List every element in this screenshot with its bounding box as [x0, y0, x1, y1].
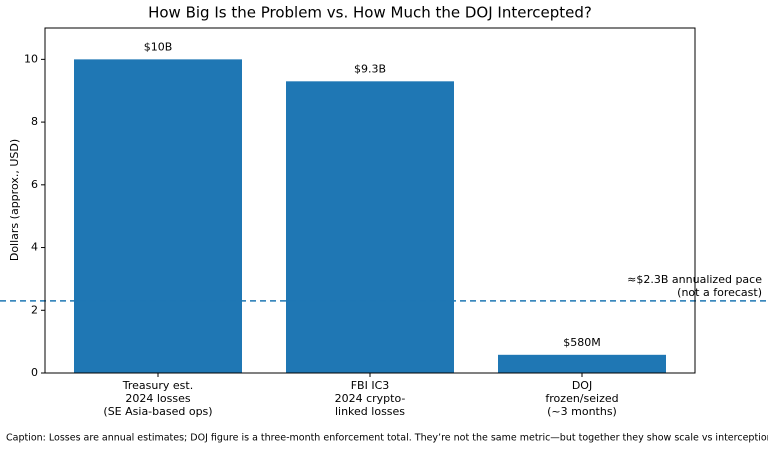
reference-label: ≈$2.3B annualized pace (not a forecast): [627, 272, 762, 299]
chart-title: How Big Is the Problem vs. How Much the …: [148, 4, 592, 22]
y-tick-label: 10: [24, 52, 38, 65]
bar: [286, 81, 454, 374]
y-tick-label: 8: [31, 115, 38, 128]
x-tick-label: DOJ frozen/seized (~3 months): [545, 379, 619, 418]
y-tick-label: 0: [31, 366, 38, 379]
value-label: $580M: [563, 336, 601, 349]
value-label: $9.3B: [354, 62, 386, 75]
value-label: $10B: [144, 40, 173, 53]
y-axis-label: Dollars (approx., USD): [8, 139, 21, 261]
caption: Caption: Losses are annual estimates; DO…: [6, 433, 768, 444]
bar: [498, 354, 666, 373]
bar: [74, 59, 242, 373]
y-tick-label: 6: [31, 178, 38, 191]
plot-frame: [44, 27, 696, 374]
y-tick-label: 4: [31, 241, 38, 254]
x-tick-label: FBI IC3 2024 crypto- linked losses: [334, 379, 406, 418]
y-tick-label: 2: [31, 303, 38, 316]
x-tick-label: Treasury est. 2024 losses (SE Asia-based…: [103, 379, 213, 418]
